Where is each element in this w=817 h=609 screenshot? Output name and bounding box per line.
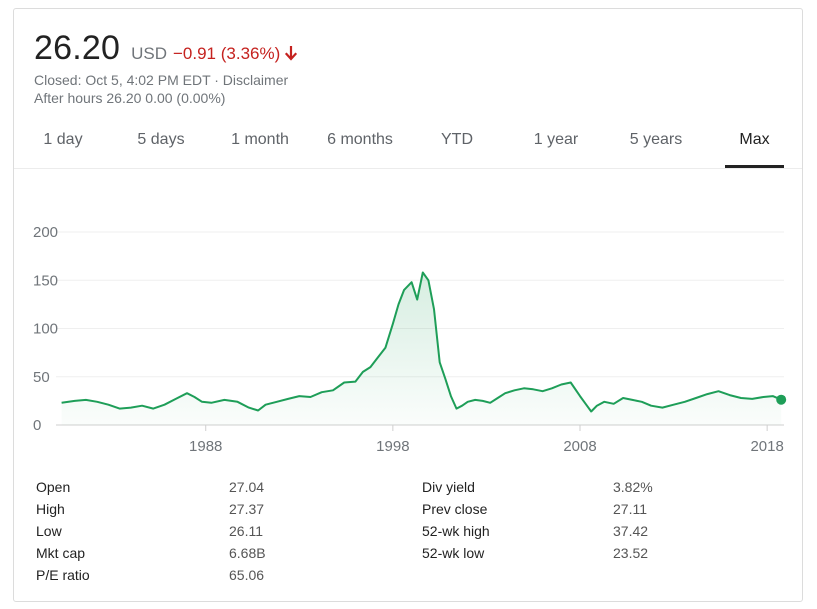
stat-value-low: 26.11 — [229, 523, 263, 539]
currency-label: USD — [131, 44, 167, 63]
price-line: 26.20 USD −0.91 (3.36%) — [34, 29, 298, 68]
stat-value-52wk-high: 37.42 — [613, 523, 649, 539]
stat-label-prev-close: Prev close — [422, 501, 488, 517]
time-range-tabs: 1 day 5 days 1 month 6 months YTD 1 year… — [14, 117, 802, 169]
stat-label-div-yield: Div yield — [422, 479, 475, 495]
stat-label-pe-ratio: P/E ratio — [36, 567, 90, 583]
stat-label-open: Open — [36, 479, 71, 495]
stat-value-mkt-cap: 6.68B — [229, 545, 266, 561]
stat-label-low: Low — [36, 523, 62, 539]
stat-value-52wk-low: 23.52 — [613, 545, 649, 561]
tab-1-day[interactable]: 1 day — [43, 131, 83, 148]
tab-1-year[interactable]: 1 year — [533, 131, 579, 148]
tab-5-years[interactable]: 5 years — [629, 131, 683, 148]
key-stats: Open 27.04 High 27.37 Low 26.11 Mkt cap … — [36, 476, 796, 596]
price-area-fill — [61, 272, 782, 425]
stat-label-mkt-cap: Mkt cap — [36, 545, 86, 561]
stat-label-high: High — [36, 501, 65, 517]
price-chart-svg: 200 150 100 50 0 1988 1998 2008 2018 — [33, 224, 787, 455]
tab-max[interactable]: Max — [725, 117, 784, 168]
tab-5-days[interactable]: 5 days — [137, 131, 185, 148]
y-tick-label: 100 — [33, 321, 58, 338]
x-tick-label: 2018 — [750, 438, 783, 455]
y-tick-label: 50 — [33, 369, 50, 386]
tab-ytd[interactable]: YTD — [441, 131, 473, 148]
price-line — [61, 271, 782, 413]
tab-1-month[interactable]: 1 month — [231, 131, 289, 148]
closed-status: Closed: Oct 5, 4:02 PM EDT · Disclaimer — [34, 72, 289, 88]
tab-6-months[interactable]: 6 months — [327, 131, 393, 148]
y-tick-label: 0 — [33, 417, 41, 434]
stat-value-div-yield: 3.82% — [613, 479, 653, 495]
y-tick-label: 200 — [33, 224, 58, 241]
x-tick-label: 1998 — [376, 438, 409, 455]
stat-value-pe-ratio: 65.06 — [229, 567, 265, 583]
price-chart[interactable]: 200 150 100 50 0 1988 1998 2008 2018 — [14, 169, 802, 469]
stat-value-prev-close: 27.11 — [613, 501, 647, 517]
stock-quote-card: 26.20 USD −0.91 (3.36%) Closed: Oct 5, 4… — [13, 8, 803, 602]
stat-label-52wk-high: 52-wk high — [422, 523, 490, 539]
current-price: 26.20 — [34, 29, 121, 67]
stat-value-open: 27.04 — [229, 479, 265, 495]
x-tick-label: 1988 — [189, 438, 222, 455]
current-price-marker — [776, 394, 787, 405]
price-change: −0.91 (3.36%) — [173, 44, 281, 63]
stat-label-52wk-low: 52-wk low — [422, 545, 485, 561]
y-tick-label: 150 — [33, 272, 58, 289]
down-arrow-icon — [285, 45, 298, 61]
quote-header: 26.20 USD −0.91 (3.36%) Closed: Oct 5, 4… — [34, 29, 298, 107]
x-tick-label: 2008 — [563, 438, 596, 455]
after-hours-status: After hours 26.20 0.00 (0.00%) — [34, 90, 226, 106]
stat-value-high: 27.37 — [229, 501, 265, 517]
